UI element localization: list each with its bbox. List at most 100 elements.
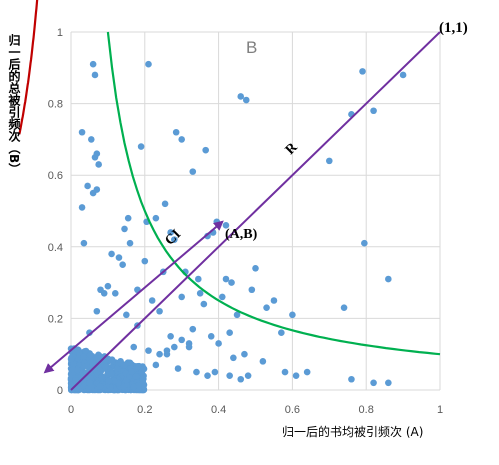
scatter-point	[242, 96, 250, 104]
scatter-point	[152, 361, 160, 369]
scatter-point	[348, 375, 355, 383]
scatter-point	[361, 239, 368, 247]
scatter-point	[237, 375, 245, 383]
scatter-point	[96, 383, 104, 390]
scatter-point	[289, 311, 296, 319]
scatter-point	[370, 107, 377, 115]
reference-lines	[43, 31, 441, 391]
scatter-point	[189, 168, 197, 175]
scatter-point	[161, 200, 169, 208]
scatter-point	[385, 379, 392, 387]
scatter-point	[119, 261, 126, 269]
y-tick-label: 0.6	[48, 170, 63, 182]
scatter-point	[93, 150, 101, 158]
scatter-point	[72, 377, 79, 384]
scatter-point	[204, 372, 211, 379]
scatter-point	[130, 343, 138, 351]
scatter-point	[178, 136, 185, 143]
scatter-point	[237, 93, 245, 100]
scatter-point	[97, 286, 104, 294]
scatter-point	[105, 377, 113, 384]
scatter-point	[104, 282, 112, 290]
scatter-point	[124, 359, 132, 366]
scatter-point	[185, 340, 193, 347]
scatter-point	[370, 379, 377, 387]
scatter-point	[233, 311, 241, 319]
scatter-point	[141, 257, 149, 265]
scatter-point	[156, 350, 163, 358]
scatter-point	[281, 368, 289, 376]
scatter-point	[326, 157, 333, 165]
scatter-point	[263, 304, 270, 311]
scatter-point	[195, 275, 202, 283]
scatter-point	[156, 307, 163, 315]
scatter-point	[102, 363, 109, 371]
scatter-point	[113, 365, 121, 372]
scatter-point	[115, 254, 123, 261]
point-label: (A,B)	[225, 227, 258, 242]
scatter-point	[121, 225, 128, 233]
x-tick-label: 1	[437, 404, 443, 416]
y-tick-label: 0.2	[48, 313, 63, 325]
scatter-point	[152, 214, 160, 222]
scatter-point	[139, 375, 147, 383]
scatter-point	[124, 214, 132, 222]
scatter-point	[87, 351, 94, 359]
y-tick-labels: 0 0.2 0.4 0.6 0.8 1	[48, 27, 63, 397]
scatter-point	[178, 293, 185, 301]
scatter-point	[145, 347, 152, 354]
scatter-point	[163, 347, 171, 354]
y-tick-label: 1	[57, 27, 63, 39]
scatter-point	[178, 336, 185, 344]
x-tick-label: 0	[68, 404, 74, 416]
scatter-point	[126, 239, 134, 247]
scatter-point	[98, 373, 106, 380]
scatter-point	[95, 161, 102, 168]
y-axis-title: 归一后的总被引频次（B）	[7, 33, 21, 176]
scatter-point	[87, 136, 95, 143]
r-label: R	[283, 140, 301, 158]
diagonal-line	[70, 31, 441, 391]
scatter-point	[226, 372, 233, 379]
x-axis-title: 归一后的书均被引频次 (A)	[282, 424, 423, 439]
scatter-point	[244, 372, 252, 379]
scatter-point	[200, 300, 208, 308]
scatter-point	[93, 186, 101, 193]
scatter-point	[145, 60, 152, 68]
x-tick-label: 0.8	[359, 404, 374, 416]
scatter-point	[222, 275, 230, 283]
scatter-point	[80, 239, 88, 247]
scatter-point	[89, 60, 97, 68]
scatter-point	[171, 343, 178, 351]
scatter-point	[109, 358, 116, 365]
scatter-point	[111, 290, 119, 297]
scatter-point	[148, 297, 156, 304]
scatter-point	[172, 128, 180, 136]
scatter-point	[193, 368, 200, 376]
scatter-point	[86, 379, 93, 387]
scatter-point	[108, 250, 115, 258]
scatter-point	[137, 143, 145, 150]
ci-label: CI	[163, 227, 185, 249]
scatter-point	[270, 297, 278, 304]
scatter-point	[252, 264, 259, 272]
scatter-point	[78, 204, 86, 211]
scatter-point	[228, 279, 235, 286]
region-label: B	[246, 38, 257, 57]
scatter-point	[91, 71, 99, 79]
scatter-point	[78, 128, 86, 136]
scatter-point	[140, 383, 147, 390]
scatter-point	[108, 370, 115, 378]
scatter-point	[84, 182, 91, 190]
scatter-point	[140, 365, 148, 373]
scatter-point	[74, 366, 81, 374]
scatter-point	[248, 286, 256, 294]
y-tick-label: 0	[57, 385, 63, 397]
scatter-point	[222, 222, 230, 229]
scatter-point	[359, 68, 366, 75]
scatter-point	[211, 368, 219, 376]
scatter-point	[215, 340, 222, 347]
scatter-point	[226, 329, 233, 337]
scatter-point	[340, 304, 348, 311]
